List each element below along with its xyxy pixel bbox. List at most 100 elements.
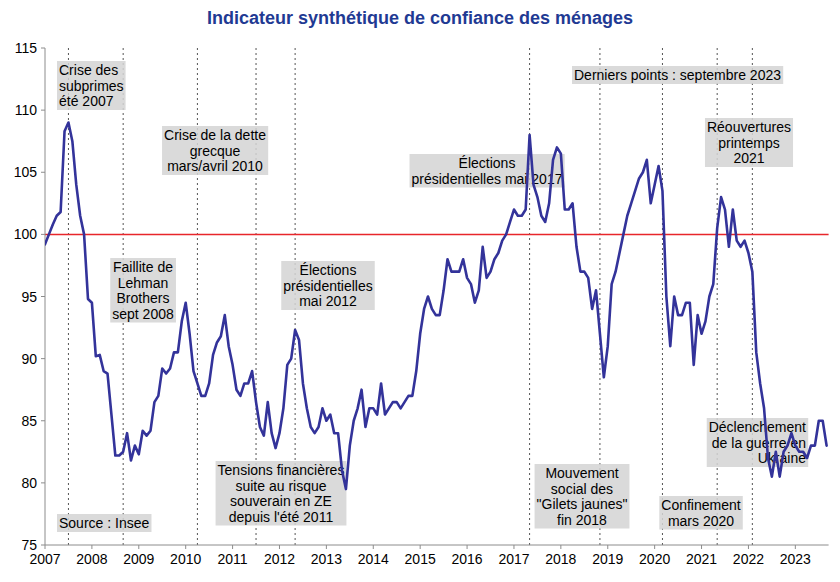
y-tick bbox=[41, 482, 45, 483]
annotations: Crise dessubprimesété 2007 Faillite deLeh… bbox=[57, 61, 808, 532]
x-tick bbox=[279, 545, 280, 549]
x-tick-label: 2012 bbox=[264, 551, 295, 567]
annotation-line: fin 2018 bbox=[557, 512, 607, 528]
y-tick-label: 95 bbox=[21, 289, 37, 305]
annotation-line: Élections bbox=[300, 262, 357, 278]
x-tick bbox=[373, 545, 374, 549]
x-tick bbox=[607, 545, 608, 549]
annotation-text: Électionsprésidentiellesmai 2012 bbox=[283, 262, 373, 309]
x-tick-label: 2023 bbox=[780, 551, 811, 567]
annotation-text: Électionsprésidentielles mai 2017 bbox=[412, 155, 563, 187]
y-tick bbox=[41, 234, 45, 235]
annotation-line: souverain en ZE bbox=[230, 493, 332, 509]
y-tick-label: 80 bbox=[21, 475, 37, 491]
annotation-lines bbox=[68, 48, 752, 545]
x-tick-label: 2013 bbox=[311, 551, 342, 567]
y-tick-label: 105 bbox=[14, 164, 38, 180]
annotation-box bbox=[410, 154, 565, 188]
x-axis-line bbox=[45, 545, 829, 546]
annotation-text: Confinementmars 2020 bbox=[661, 497, 740, 529]
annotation-line: "Gilets jaunes" bbox=[537, 496, 628, 512]
x-tick bbox=[748, 545, 749, 549]
annotation: Crise de la dettegrecquemars/avril 2010 bbox=[162, 126, 268, 175]
source: Source : Insee bbox=[57, 514, 151, 532]
annotation-text: Déclenchementde la guerre enUkraine bbox=[709, 419, 806, 466]
event-line bbox=[197, 48, 198, 545]
annotation-box bbox=[707, 418, 808, 467]
annotation-line: présidentielles mai 2017 bbox=[412, 171, 563, 187]
x-tick-label: 2007 bbox=[29, 551, 60, 567]
x-tick-label: 2011 bbox=[218, 551, 248, 567]
annotation-line: 2021 bbox=[733, 150, 764, 166]
x-tick bbox=[91, 545, 92, 549]
annotation-line: subprimes bbox=[59, 78, 124, 94]
x-tick-label: 2017 bbox=[498, 551, 529, 567]
y-tick-label: 115 bbox=[15, 40, 38, 56]
x-tick bbox=[701, 545, 702, 549]
x-tick-label: 2021 bbox=[686, 551, 717, 567]
y-tick-label: 85 bbox=[21, 413, 37, 429]
annotation: Confinementmars 2020 bbox=[659, 496, 742, 530]
x-tick-label: 2020 bbox=[639, 551, 670, 567]
annotation-text: Tensions financièressuite au risquesouve… bbox=[218, 462, 345, 525]
annotation: Mouvementsocial des"Gilets jaunes"fin 20… bbox=[535, 464, 630, 529]
y-tick bbox=[41, 48, 45, 49]
y-tick bbox=[41, 110, 45, 111]
annotation-box bbox=[216, 461, 347, 526]
annotation-line: Faillite de bbox=[113, 259, 173, 275]
series-line bbox=[45, 123, 827, 490]
annotation-box bbox=[572, 66, 783, 84]
annotation-box bbox=[57, 61, 126, 110]
x-tick-label: 2018 bbox=[545, 551, 576, 567]
annotation-line: Brothers bbox=[117, 290, 170, 306]
annotation-box bbox=[535, 464, 630, 529]
annotation-line: printemps bbox=[718, 135, 779, 151]
annotation-line: Confinement bbox=[661, 497, 740, 513]
x-tick-label: 2019 bbox=[592, 551, 623, 567]
annotation: Tensions financièressuite au risquesouve… bbox=[216, 461, 347, 526]
annotation-line: présidentielles bbox=[283, 278, 373, 294]
annotation-line: Crise de la dette bbox=[164, 127, 266, 143]
x-tick bbox=[467, 545, 468, 549]
y-tick-label: 110 bbox=[15, 102, 38, 118]
annotation: Crise dessubprimesété 2007 bbox=[57, 61, 126, 110]
axes: 7580859095100105110115200720082009201020… bbox=[14, 40, 829, 567]
annotation: Réouverturesprintemps2021 bbox=[705, 118, 793, 167]
event-line bbox=[529, 48, 530, 545]
annotation-box bbox=[659, 496, 742, 530]
x-tick-label: 2015 bbox=[405, 551, 436, 567]
y-tick bbox=[41, 296, 45, 297]
x-tick bbox=[138, 545, 139, 549]
source-box bbox=[57, 514, 151, 532]
reference-line bbox=[45, 234, 829, 236]
annotation-text: Crise de la dettegrecquemars/avril 2010 bbox=[164, 127, 266, 174]
x-tick-label: 2010 bbox=[170, 551, 201, 567]
plot-data bbox=[45, 123, 827, 490]
annotation-line: mai 2012 bbox=[299, 293, 357, 309]
annotation-text: Derniers points : septembre 2023 bbox=[574, 67, 781, 83]
x-tick-label: 2009 bbox=[123, 551, 154, 567]
annotation-text: Faillite deLehmanBrotherssept 2008 bbox=[112, 259, 174, 322]
annotation: Faillite deLehmanBrotherssept 2008 bbox=[110, 258, 176, 323]
y-tick bbox=[41, 358, 45, 359]
y-tick bbox=[41, 545, 45, 546]
y-tick-label: 100 bbox=[14, 226, 38, 242]
annotation-line: sept 2008 bbox=[112, 306, 174, 322]
annotation-text: Mouvementsocial des"Gilets jaunes"fin 20… bbox=[537, 465, 628, 528]
annotation: Déclenchementde la guerre enUkraine bbox=[707, 418, 808, 467]
annotation-line: Tensions financières bbox=[218, 462, 345, 478]
x-tick bbox=[326, 545, 327, 549]
annotation-line: Élections bbox=[459, 155, 516, 171]
annotation-line: depuis l'été 2011 bbox=[229, 509, 334, 525]
annotation-line: Derniers points : septembre 2023 bbox=[574, 67, 781, 83]
annotation-line: Réouvertures bbox=[707, 119, 791, 135]
x-tick bbox=[654, 545, 655, 549]
source-text: Source : Insee bbox=[59, 515, 149, 531]
x-tick-label: 2022 bbox=[733, 551, 764, 567]
x-tick bbox=[560, 545, 561, 549]
annotation-box bbox=[162, 126, 268, 175]
x-tick bbox=[420, 545, 421, 549]
x-tick-label: 2014 bbox=[358, 551, 389, 567]
title: Indicateur synthétique de confiance des … bbox=[207, 8, 633, 28]
annotation: Derniers points : septembre 2023 bbox=[572, 66, 783, 84]
